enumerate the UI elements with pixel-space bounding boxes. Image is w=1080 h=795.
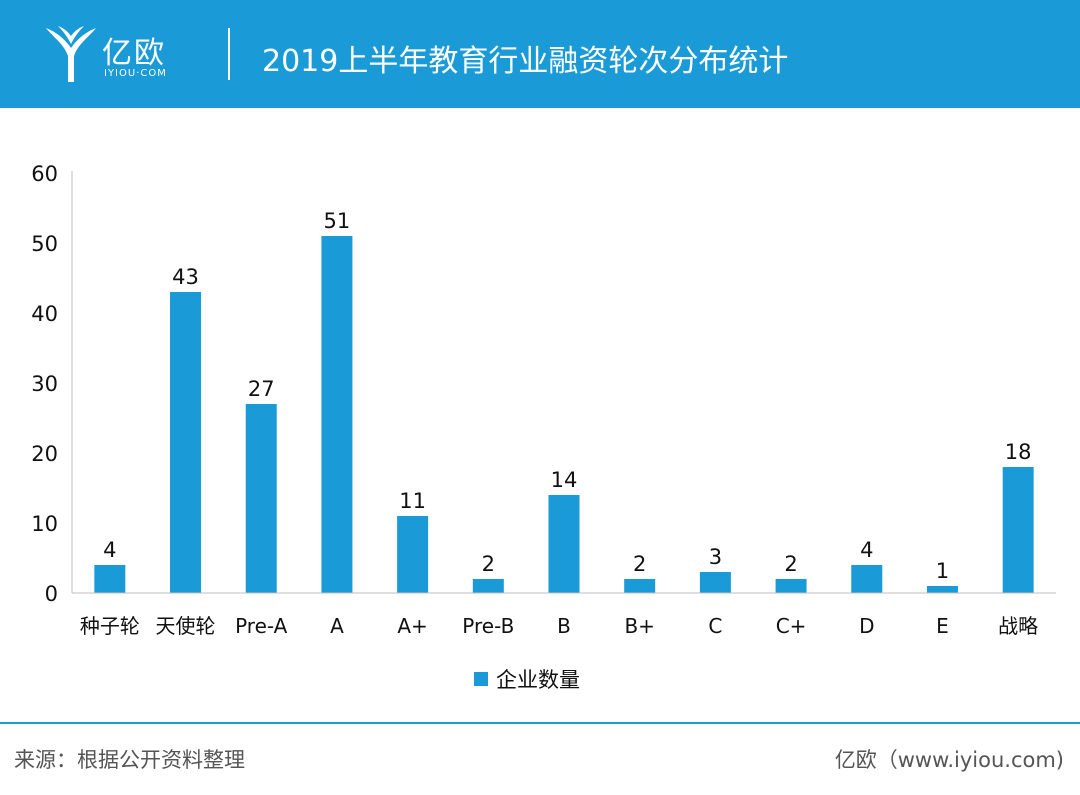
- data-label: 27: [248, 377, 275, 401]
- x-tick-label: A: [330, 614, 344, 638]
- x-tick-label: E: [936, 614, 949, 638]
- data-label: 2: [482, 552, 495, 576]
- x-tick-label: C+: [776, 614, 807, 638]
- data-label: 1: [936, 559, 949, 583]
- bar: [1002, 467, 1034, 593]
- logo-text: 亿欧: [102, 36, 166, 71]
- data-label: 14: [551, 468, 578, 492]
- footer-divider: [0, 722, 1080, 724]
- bar: [472, 579, 504, 593]
- x-tick-label: Pre-B: [462, 614, 514, 638]
- data-label: 2: [784, 552, 797, 576]
- y-tick-label: 20: [31, 442, 58, 466]
- y-tick-label: 50: [31, 232, 58, 256]
- data-label: 43: [172, 265, 199, 289]
- data-label: 11: [399, 489, 426, 513]
- logo-subtext: IYIOU·COM: [104, 68, 167, 79]
- data-label: 4: [103, 538, 116, 562]
- x-tick-label: 种子轮: [80, 614, 140, 638]
- bar: [397, 516, 429, 593]
- bar: [245, 404, 277, 593]
- y-tick-label: 40: [31, 302, 58, 326]
- bar: [548, 495, 580, 593]
- bar: [851, 565, 883, 593]
- bar-chart: 01020304050604种子轮43天使轮27Pre-A51A11A+2Pre…: [31, 162, 1056, 638]
- bar: [170, 292, 202, 593]
- chart-legend: 企业数量: [474, 664, 580, 694]
- x-tick-label: C: [708, 614, 722, 638]
- data-label: 2: [633, 552, 646, 576]
- data-label: 18: [1005, 440, 1032, 464]
- legend-label: 企业数量: [496, 668, 580, 692]
- yiou-logo-icon: [46, 26, 96, 82]
- bar: [94, 565, 126, 593]
- header-divider: [228, 28, 230, 80]
- bar: [321, 236, 353, 593]
- bar: [699, 572, 731, 593]
- x-tick-label: B+: [624, 614, 654, 638]
- bar: [926, 586, 958, 593]
- bar: [624, 579, 656, 593]
- data-label: 51: [324, 209, 351, 233]
- x-tick-label: B: [557, 614, 571, 638]
- data-label: 3: [709, 545, 722, 569]
- data-label: 4: [860, 538, 873, 562]
- source-note: 来源：根据公开资料整理: [14, 748, 245, 772]
- x-tick-label: D: [859, 614, 874, 638]
- x-tick-label: 战略: [998, 614, 1038, 638]
- x-tick-label: 天使轮: [156, 614, 216, 638]
- bar: [775, 579, 807, 593]
- y-tick-label: 0: [45, 582, 58, 606]
- chart-title: 2019上半年教育行业融资轮次分布统计: [262, 44, 789, 79]
- y-tick-label: 30: [31, 372, 58, 396]
- x-tick-label: A+: [397, 614, 427, 638]
- y-tick-label: 10: [31, 512, 58, 536]
- header-banner: 亿欧 IYIOU·COM 2019上半年教育行业融资轮次分布统计: [0, 0, 1080, 108]
- footer-brand: 亿欧（www.iyiou.com): [834, 748, 1064, 772]
- legend-swatch: [474, 672, 488, 686]
- y-tick-label: 60: [31, 162, 58, 186]
- x-tick-label: Pre-A: [235, 614, 288, 638]
